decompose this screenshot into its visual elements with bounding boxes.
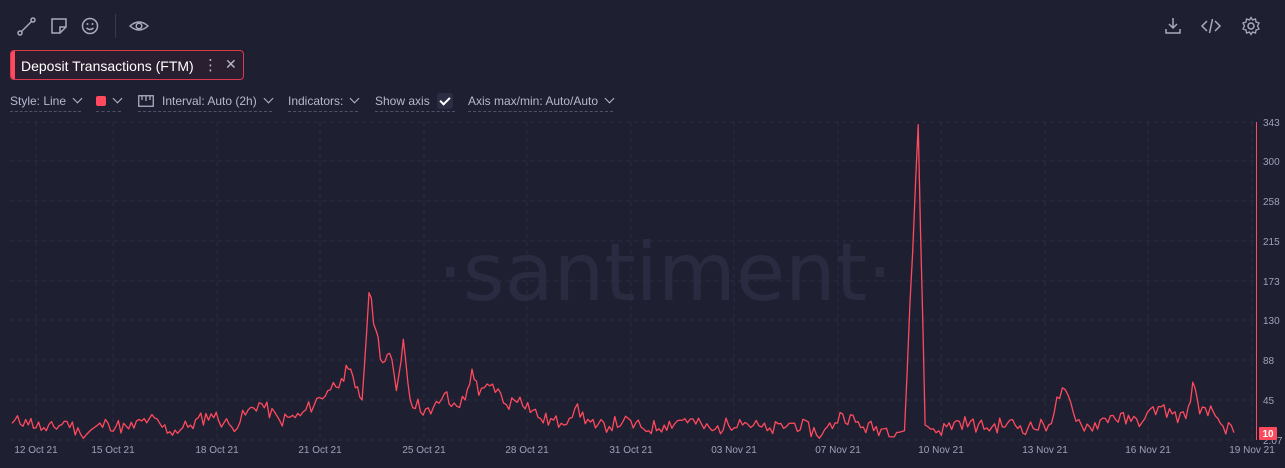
toolbar-divider — [115, 14, 116, 38]
color-swatch — [96, 95, 106, 106]
line-tool-icon[interactable] — [16, 15, 38, 37]
show-axis-label: Show axis — [375, 93, 430, 108]
x-tick-label: 07 Nov 21 — [815, 445, 861, 456]
chart-toolbar — [0, 0, 1285, 50]
y-axis: 343 300 258 215 173 130 88 45 2.07 — [1263, 118, 1283, 447]
ruler-icon — [138, 94, 154, 107]
y-tick-label: 88 — [1263, 356, 1275, 367]
watermark: ·santiment· — [437, 226, 892, 319]
last-value-badge — [1259, 427, 1277, 440]
x-tick-label: 16 Nov 21 — [1125, 445, 1171, 456]
show-axis-toggle[interactable]: Show axis — [375, 90, 455, 112]
x-tick-label: 19 Nov 21 — [1229, 445, 1275, 456]
x-tick-label: 25 Oct 21 — [402, 445, 446, 456]
y-tick-label: 343 — [1263, 118, 1280, 129]
y-tick-label: 258 — [1263, 197, 1280, 208]
y-tick-label: 2.07 — [1263, 436, 1283, 447]
x-tick-label: 15 Oct 21 — [91, 445, 135, 456]
metric-menu-icon[interactable]: ⋮ — [203, 57, 218, 74]
x-tick-label: 03 Nov 21 — [711, 445, 757, 456]
y-tick-label: 215 — [1263, 237, 1280, 248]
x-tick-label: 18 Oct 21 — [195, 445, 239, 456]
color-picker[interactable] — [96, 90, 123, 112]
indicators-dropdown[interactable]: Indicators: — [288, 90, 360, 112]
embed-code-icon[interactable] — [1200, 15, 1222, 37]
x-axis: 12 Oct 21 15 Oct 21 18 Oct 21 21 Oct 21 25 O… — [14, 445, 1275, 456]
interval-label: Interval: Auto (2h) — [162, 93, 257, 108]
x-tick-label: 21 Oct 21 — [298, 445, 342, 456]
axis-maxmin-dropdown[interactable]: Axis max/min: Auto/Auto — [468, 90, 615, 112]
x-tick-label: 12 Oct 21 — [14, 445, 58, 456]
close-icon[interactable]: ✕ — [225, 56, 237, 72]
eye-icon[interactable] — [128, 15, 150, 37]
x-tick-label: 28 Oct 21 — [505, 445, 549, 456]
chart-grid — [10, 121, 1256, 441]
y-tick-label: 300 — [1263, 157, 1280, 168]
show-axis-checkbox[interactable] — [437, 93, 453, 109]
axis-maxmin-label: Axis max/min: Auto/Auto — [468, 93, 599, 108]
note-icon[interactable] — [48, 15, 70, 37]
chart-settings-row: Style: Line Interval: Auto (2h) Indicato… — [0, 90, 1285, 114]
last-value-label: 10 — [1262, 429, 1274, 440]
indicators-label: Indicators: — [288, 93, 344, 108]
metric-label: Deposit Transactions (FTM) — [21, 58, 194, 74]
y-tick-label: 45 — [1263, 396, 1275, 407]
metric-chip[interactable]: Deposit Transactions (FTM) ⋮ ✕ — [10, 50, 244, 80]
x-tick-label: 10 Nov 21 — [918, 445, 964, 456]
interval-dropdown[interactable]: Interval: Auto (2h) — [138, 90, 274, 112]
x-tick-label: 13 Nov 21 — [1022, 445, 1068, 456]
emoji-icon[interactable] — [79, 15, 101, 37]
metric-color-bar — [11, 51, 15, 79]
y-tick-label: 173 — [1263, 277, 1280, 288]
y-tick-label: 130 — [1263, 316, 1280, 327]
download-icon[interactable] — [1162, 15, 1184, 37]
x-tick-label: 31 Oct 21 — [609, 445, 653, 456]
style-label: Style: Line — [10, 93, 67, 108]
gear-icon[interactable] — [1240, 15, 1262, 37]
style-dropdown[interactable]: Style: Line — [10, 90, 83, 112]
series-line-deposit-transactions — [11, 124, 1235, 439]
